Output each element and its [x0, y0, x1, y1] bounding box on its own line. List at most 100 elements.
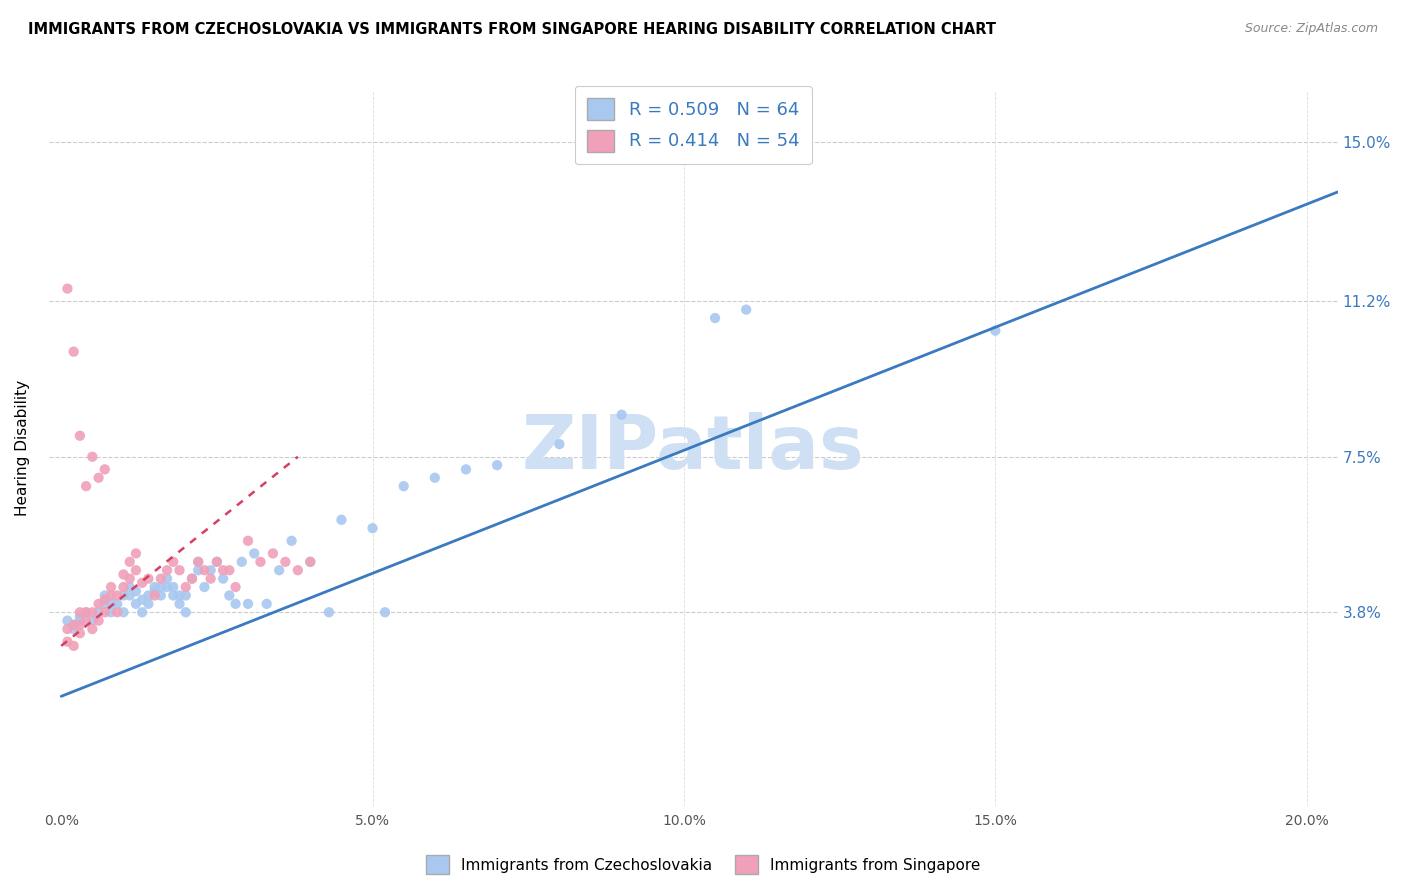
- Point: [105, 605, 128, 619]
- Point: [236, 533, 259, 548]
- Point: [181, 572, 204, 586]
- Point: [125, 546, 148, 560]
- Point: [318, 605, 340, 619]
- Point: [299, 555, 322, 569]
- Text: Source: ZipAtlas.com: Source: ZipAtlas.com: [1244, 22, 1378, 36]
- Point: [169, 597, 191, 611]
- Point: [87, 614, 110, 628]
- Point: [87, 605, 110, 619]
- Point: [138, 597, 160, 611]
- Point: [169, 563, 191, 577]
- Point: [200, 572, 222, 586]
- Point: [82, 605, 104, 619]
- Point: [200, 563, 222, 577]
- Point: [100, 605, 122, 619]
- Point: [454, 462, 477, 476]
- Text: IMMIGRANTS FROM CZECHOSLOVAKIA VS IMMIGRANTS FROM SINGAPORE HEARING DISABILITY C: IMMIGRANTS FROM CZECHOSLOVAKIA VS IMMIGR…: [28, 22, 995, 37]
- Point: [225, 597, 247, 611]
- Point: [149, 580, 172, 594]
- Point: [131, 592, 153, 607]
- Legend: Immigrants from Czechoslovakia, Immigrants from Singapore: Immigrants from Czechoslovakia, Immigran…: [419, 849, 987, 880]
- Point: [100, 580, 122, 594]
- Point: [262, 546, 284, 560]
- Point: [205, 555, 228, 569]
- Point: [94, 597, 117, 611]
- Point: [174, 589, 197, 603]
- Point: [56, 282, 79, 296]
- Point: [330, 513, 353, 527]
- Point: [187, 555, 209, 569]
- Point: [125, 597, 148, 611]
- Point: [100, 589, 122, 603]
- Point: [231, 555, 253, 569]
- Point: [361, 521, 384, 535]
- Point: [218, 589, 240, 603]
- Point: [62, 618, 84, 632]
- Point: [143, 589, 166, 603]
- Point: [169, 589, 191, 603]
- Point: [212, 563, 235, 577]
- Point: [75, 614, 97, 628]
- Point: [118, 580, 141, 594]
- Point: [75, 605, 97, 619]
- Point: [69, 609, 91, 624]
- Point: [69, 605, 91, 619]
- Point: [984, 324, 1007, 338]
- Point: [62, 344, 84, 359]
- Point: [548, 437, 571, 451]
- Point: [56, 634, 79, 648]
- Point: [181, 572, 204, 586]
- Point: [256, 597, 278, 611]
- Legend: R = 0.509   N = 64, R = 0.414   N = 54: R = 0.509 N = 64, R = 0.414 N = 54: [575, 86, 813, 164]
- Point: [62, 639, 84, 653]
- Point: [735, 302, 758, 317]
- Point: [131, 605, 153, 619]
- Point: [125, 563, 148, 577]
- Point: [94, 589, 117, 603]
- Point: [69, 626, 91, 640]
- Point: [75, 479, 97, 493]
- Point: [174, 580, 197, 594]
- Point: [225, 580, 247, 594]
- Point: [269, 563, 291, 577]
- Point: [118, 572, 141, 586]
- Point: [56, 614, 79, 628]
- Point: [75, 605, 97, 619]
- Point: [87, 471, 110, 485]
- Point: [56, 622, 79, 636]
- Point: [610, 408, 633, 422]
- Point: [162, 580, 184, 594]
- Point: [143, 580, 166, 594]
- Point: [138, 589, 160, 603]
- Point: [392, 479, 415, 493]
- Point: [218, 563, 240, 577]
- Point: [69, 618, 91, 632]
- Point: [125, 584, 148, 599]
- Point: [704, 311, 727, 326]
- Point: [162, 589, 184, 603]
- Point: [174, 605, 197, 619]
- Point: [243, 546, 266, 560]
- Point: [112, 589, 135, 603]
- Point: [69, 428, 91, 442]
- Point: [193, 580, 215, 594]
- Point: [105, 597, 128, 611]
- Point: [299, 555, 322, 569]
- Point: [156, 580, 179, 594]
- Point: [274, 555, 297, 569]
- Point: [105, 589, 128, 603]
- Point: [82, 622, 104, 636]
- Point: [94, 605, 117, 619]
- Point: [149, 572, 172, 586]
- Point: [82, 450, 104, 464]
- Point: [62, 622, 84, 636]
- Point: [193, 563, 215, 577]
- Point: [187, 563, 209, 577]
- Point: [162, 555, 184, 569]
- Y-axis label: Hearing Disability: Hearing Disability: [15, 380, 30, 516]
- Point: [138, 572, 160, 586]
- Point: [280, 533, 302, 548]
- Point: [156, 572, 179, 586]
- Point: [94, 592, 117, 607]
- Point: [187, 555, 209, 569]
